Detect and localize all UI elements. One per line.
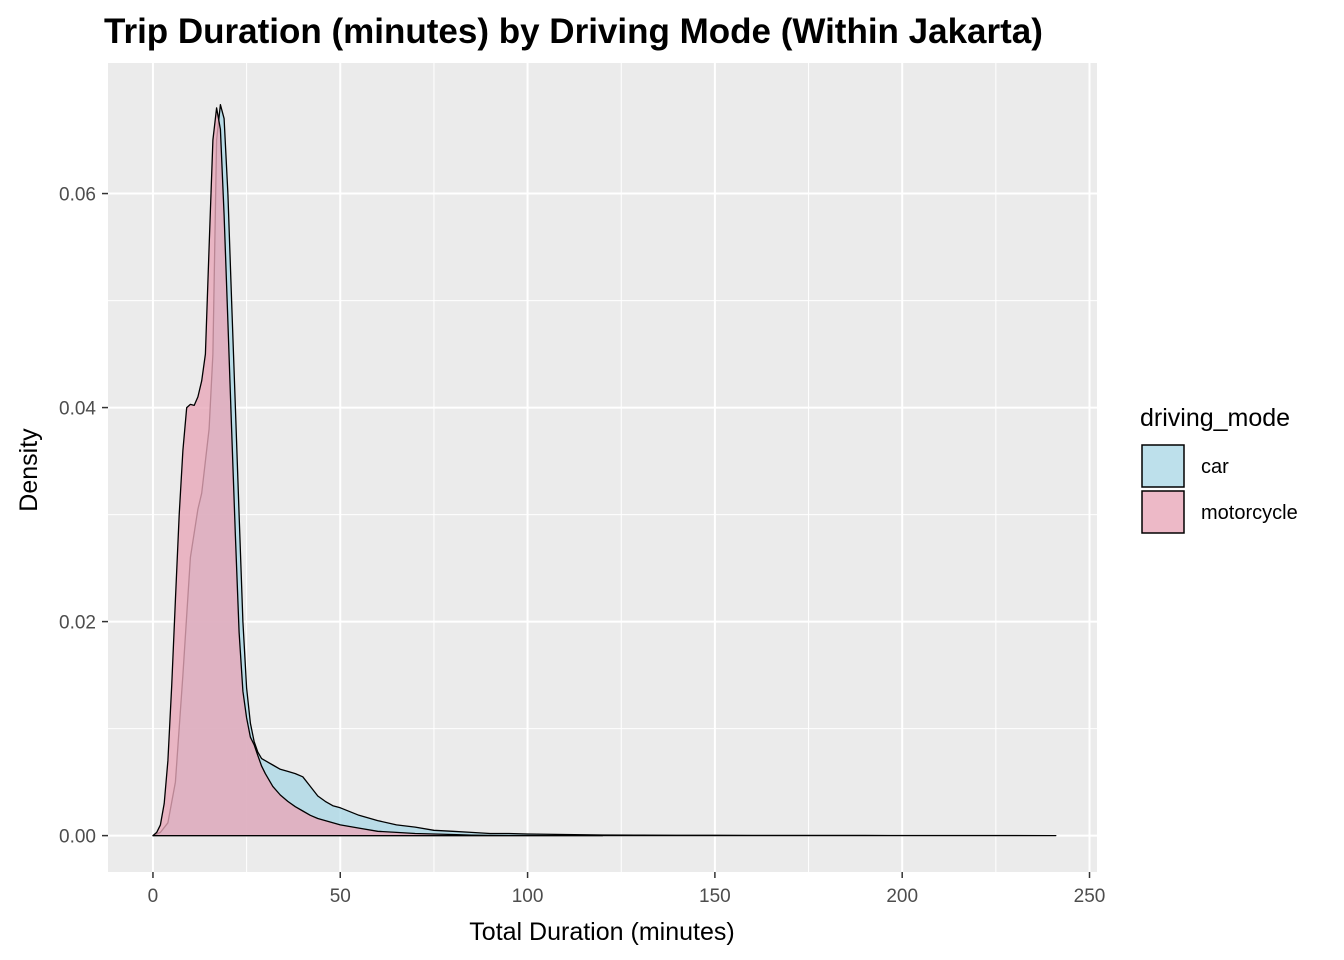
minor-gridlines <box>108 63 1097 872</box>
x-tick-label: 200 <box>886 886 918 907</box>
x-tick-label: 250 <box>1074 886 1106 907</box>
x-tick-label: 100 <box>512 886 544 907</box>
legend-title: driving_mode <box>1140 404 1290 432</box>
plot-panel <box>108 63 1097 872</box>
x-axis: 0 50 100 150 200 250 <box>148 872 1106 907</box>
chart-title: Trip Duration (minutes) by Driving Mode … <box>104 12 1043 51</box>
y-axis-title: Density <box>15 428 43 512</box>
y-tick-label: 0.04 <box>59 399 96 420</box>
legend-label-car: car <box>1201 456 1229 478</box>
x-tick-label: 50 <box>330 886 351 907</box>
density-areas <box>152 104 1057 837</box>
y-tick-label: 0.00 <box>59 827 96 848</box>
y-tick-label: 0.02 <box>59 613 96 634</box>
density-area-motorcycle <box>152 107 604 837</box>
legend-key-motorcycle <box>1141 490 1185 534</box>
y-axis: 0.00 0.02 0.04 0.06 <box>59 185 108 848</box>
legend: driving_mode car motorcycle <box>1140 404 1298 534</box>
x-tick-label: 150 <box>699 886 731 907</box>
legend-label-motorcycle: motorcycle <box>1201 502 1298 524</box>
legend-key-car <box>1141 444 1185 488</box>
y-tick-label: 0.06 <box>59 185 96 206</box>
x-tick-label: 0 <box>148 886 159 907</box>
x-axis-title: Total Duration (minutes) <box>469 918 734 946</box>
